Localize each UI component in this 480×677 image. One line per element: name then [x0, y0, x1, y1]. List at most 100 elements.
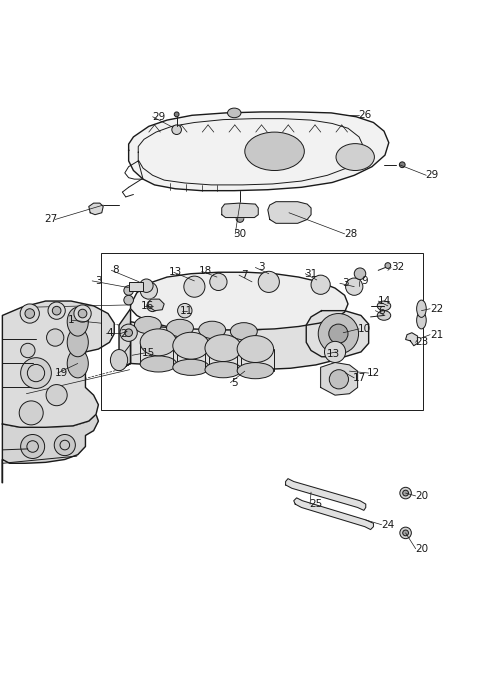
Ellipse shape: [124, 286, 133, 295]
Text: 5: 5: [231, 378, 238, 388]
Text: 31: 31: [304, 269, 318, 279]
Ellipse shape: [210, 274, 227, 290]
Ellipse shape: [46, 385, 67, 406]
Ellipse shape: [27, 441, 38, 452]
Ellipse shape: [140, 279, 153, 292]
Ellipse shape: [399, 162, 405, 168]
Ellipse shape: [21, 435, 45, 458]
Ellipse shape: [74, 305, 91, 322]
Text: 19: 19: [55, 368, 68, 378]
Text: 3: 3: [342, 278, 349, 288]
Text: 28: 28: [344, 229, 357, 239]
Ellipse shape: [67, 328, 88, 357]
Polygon shape: [131, 272, 348, 330]
Ellipse shape: [173, 359, 209, 375]
Ellipse shape: [403, 530, 408, 536]
Ellipse shape: [377, 311, 391, 320]
Ellipse shape: [417, 300, 426, 318]
Text: 20: 20: [415, 544, 428, 554]
Text: 29: 29: [152, 112, 165, 122]
Ellipse shape: [134, 316, 161, 334]
Ellipse shape: [67, 307, 88, 336]
Ellipse shape: [258, 271, 279, 292]
Ellipse shape: [140, 356, 177, 372]
Ellipse shape: [60, 440, 70, 450]
Text: 7: 7: [241, 270, 248, 280]
Ellipse shape: [120, 324, 137, 341]
Text: 16: 16: [141, 301, 155, 311]
Ellipse shape: [54, 435, 75, 456]
Text: 13: 13: [327, 349, 340, 359]
Text: 10: 10: [358, 324, 372, 334]
Text: 3: 3: [95, 276, 102, 286]
Polygon shape: [294, 498, 373, 529]
Text: 25: 25: [309, 499, 323, 509]
Ellipse shape: [400, 527, 411, 539]
Polygon shape: [119, 309, 131, 370]
Ellipse shape: [178, 303, 192, 318]
Text: 29: 29: [425, 171, 439, 180]
Ellipse shape: [318, 313, 359, 354]
Ellipse shape: [174, 112, 179, 116]
Ellipse shape: [52, 306, 61, 315]
Polygon shape: [148, 299, 164, 311]
Text: 23: 23: [415, 337, 428, 347]
Ellipse shape: [377, 301, 391, 311]
Text: 32: 32: [391, 263, 404, 272]
Text: 18: 18: [199, 266, 212, 276]
Ellipse shape: [25, 309, 35, 318]
Ellipse shape: [184, 276, 205, 297]
Text: 9: 9: [361, 276, 368, 286]
Polygon shape: [268, 202, 311, 223]
Ellipse shape: [400, 487, 411, 499]
Polygon shape: [89, 203, 103, 215]
Ellipse shape: [245, 132, 304, 171]
Text: 14: 14: [377, 296, 391, 306]
Ellipse shape: [48, 302, 65, 320]
Text: 26: 26: [358, 110, 372, 121]
Ellipse shape: [78, 309, 87, 318]
Ellipse shape: [20, 304, 39, 323]
Ellipse shape: [125, 329, 132, 336]
Text: 22: 22: [430, 304, 444, 313]
Ellipse shape: [329, 370, 348, 389]
Ellipse shape: [140, 329, 177, 356]
Ellipse shape: [47, 329, 64, 346]
Ellipse shape: [124, 295, 133, 305]
Polygon shape: [119, 312, 345, 370]
Text: 8: 8: [112, 265, 119, 276]
Ellipse shape: [173, 332, 209, 359]
Ellipse shape: [205, 334, 241, 362]
Ellipse shape: [140, 282, 157, 299]
Text: 2: 2: [120, 329, 127, 338]
Text: 27: 27: [44, 215, 57, 225]
Polygon shape: [406, 332, 418, 346]
Ellipse shape: [403, 490, 408, 496]
Polygon shape: [321, 362, 358, 395]
Polygon shape: [129, 112, 389, 191]
Ellipse shape: [336, 144, 374, 171]
Ellipse shape: [385, 263, 391, 268]
Bar: [101, 253, 423, 410]
Ellipse shape: [311, 275, 330, 294]
Polygon shape: [2, 414, 98, 483]
Text: 15: 15: [142, 348, 156, 358]
Text: 6: 6: [378, 305, 385, 315]
Polygon shape: [222, 203, 258, 217]
Ellipse shape: [354, 268, 366, 280]
Ellipse shape: [110, 349, 128, 371]
Ellipse shape: [237, 336, 274, 362]
Text: 21: 21: [430, 330, 444, 340]
Text: 13: 13: [168, 267, 182, 278]
Text: 17: 17: [352, 373, 366, 383]
Text: 30: 30: [233, 229, 247, 239]
Ellipse shape: [228, 108, 241, 118]
Ellipse shape: [167, 320, 193, 336]
Ellipse shape: [346, 278, 363, 295]
Polygon shape: [2, 301, 114, 427]
Polygon shape: [286, 479, 366, 510]
Ellipse shape: [172, 125, 181, 135]
Ellipse shape: [324, 341, 346, 362]
Ellipse shape: [230, 323, 257, 340]
Ellipse shape: [205, 362, 241, 378]
